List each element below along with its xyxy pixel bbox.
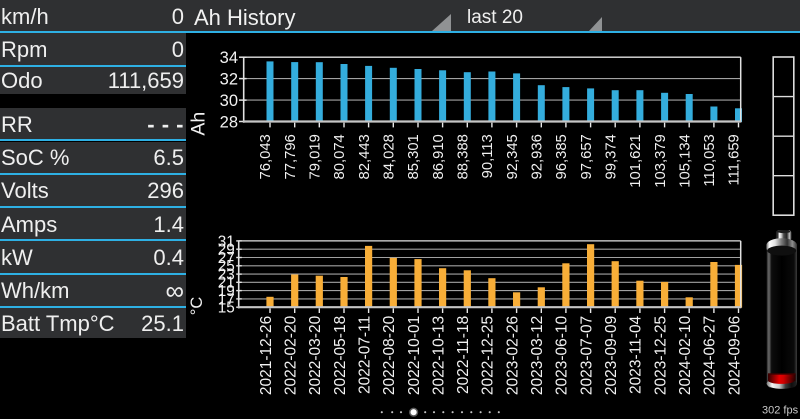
svg-text:31: 31 (218, 233, 235, 250)
svg-text:2023-02-26: 2023-02-26 (504, 316, 521, 395)
svg-text:92,345: 92,345 (505, 134, 521, 179)
svg-text:88,388: 88,388 (456, 134, 472, 179)
svg-text:2024-09-06: 2024-09-06 (726, 316, 743, 395)
svg-text:23: 23 (218, 266, 235, 283)
svg-text:79,019: 79,019 (308, 134, 324, 179)
svg-text:111,659: 111,659 (727, 134, 743, 185)
svg-text:°C: °C (188, 297, 206, 316)
svg-text:2023-09-09: 2023-09-09 (603, 316, 620, 395)
svg-text:25: 25 (218, 258, 235, 275)
svg-text:110,053: 110,053 (702, 134, 718, 186)
svg-text:2022-03-20: 2022-03-20 (307, 315, 324, 395)
svg-text:99,374: 99,374 (603, 134, 619, 179)
svg-text:2023-06-10: 2023-06-10 (554, 315, 571, 395)
svg-text:2023-03-12: 2023-03-12 (529, 316, 546, 395)
svg-text:92,936: 92,936 (530, 134, 546, 179)
svg-text:21: 21 (218, 275, 235, 292)
svg-text:2022-08-20: 2022-08-20 (381, 315, 398, 395)
svg-text:2024-06-27: 2024-06-27 (702, 316, 719, 395)
svg-text:101,621: 101,621 (628, 134, 644, 188)
svg-text:103,379: 103,379 (653, 134, 669, 188)
svg-text:27: 27 (218, 250, 235, 267)
svg-text:34: 34 (220, 49, 238, 67)
svg-text:80,074: 80,074 (332, 134, 348, 179)
svg-text:2021-12-26: 2021-12-26 (258, 316, 275, 395)
svg-text:90,113: 90,113 (480, 134, 496, 178)
svg-text:77,796: 77,796 (283, 134, 299, 179)
svg-text:2022-07-11: 2022-07-11 (356, 316, 373, 394)
svg-text:2024-02-10: 2024-02-10 (677, 315, 694, 395)
svg-text:2022-05-18: 2022-05-18 (332, 316, 349, 395)
svg-text:76,043: 76,043 (258, 134, 274, 179)
svg-text:32: 32 (220, 70, 238, 88)
svg-text:28: 28 (220, 113, 238, 131)
svg-text:2023-11-04: 2023-11-04 (628, 315, 645, 394)
svg-text:2023-07-07: 2023-07-07 (578, 316, 595, 395)
svg-text:2022-10-13: 2022-10-13 (430, 316, 447, 395)
svg-text:17: 17 (218, 291, 235, 308)
svg-text:2022-10-01: 2022-10-01 (406, 316, 423, 395)
svg-text:302 fps: 302 fps (762, 405, 799, 417)
svg-text:2022-02-20: 2022-02-20 (283, 315, 300, 395)
svg-text:Ah: Ah (187, 112, 209, 136)
svg-text:29: 29 (218, 242, 235, 259)
svg-text:19: 19 (218, 283, 235, 300)
svg-text:85,301: 85,301 (406, 134, 422, 179)
svg-text:86,910: 86,910 (431, 134, 447, 179)
svg-text:15: 15 (218, 300, 235, 317)
svg-text:96,385: 96,385 (554, 134, 570, 179)
svg-text:97,657: 97,657 (579, 134, 595, 179)
svg-text:2022-11-18: 2022-11-18 (455, 316, 472, 394)
svg-text:105,134: 105,134 (677, 134, 693, 188)
svg-text:30: 30 (220, 92, 238, 110)
svg-text:84,028: 84,028 (382, 134, 398, 179)
svg-text:2022-12-25: 2022-12-25 (480, 316, 497, 395)
svg-text:2023-12-25: 2023-12-25 (652, 316, 669, 395)
svg-text:82,443: 82,443 (357, 134, 373, 179)
